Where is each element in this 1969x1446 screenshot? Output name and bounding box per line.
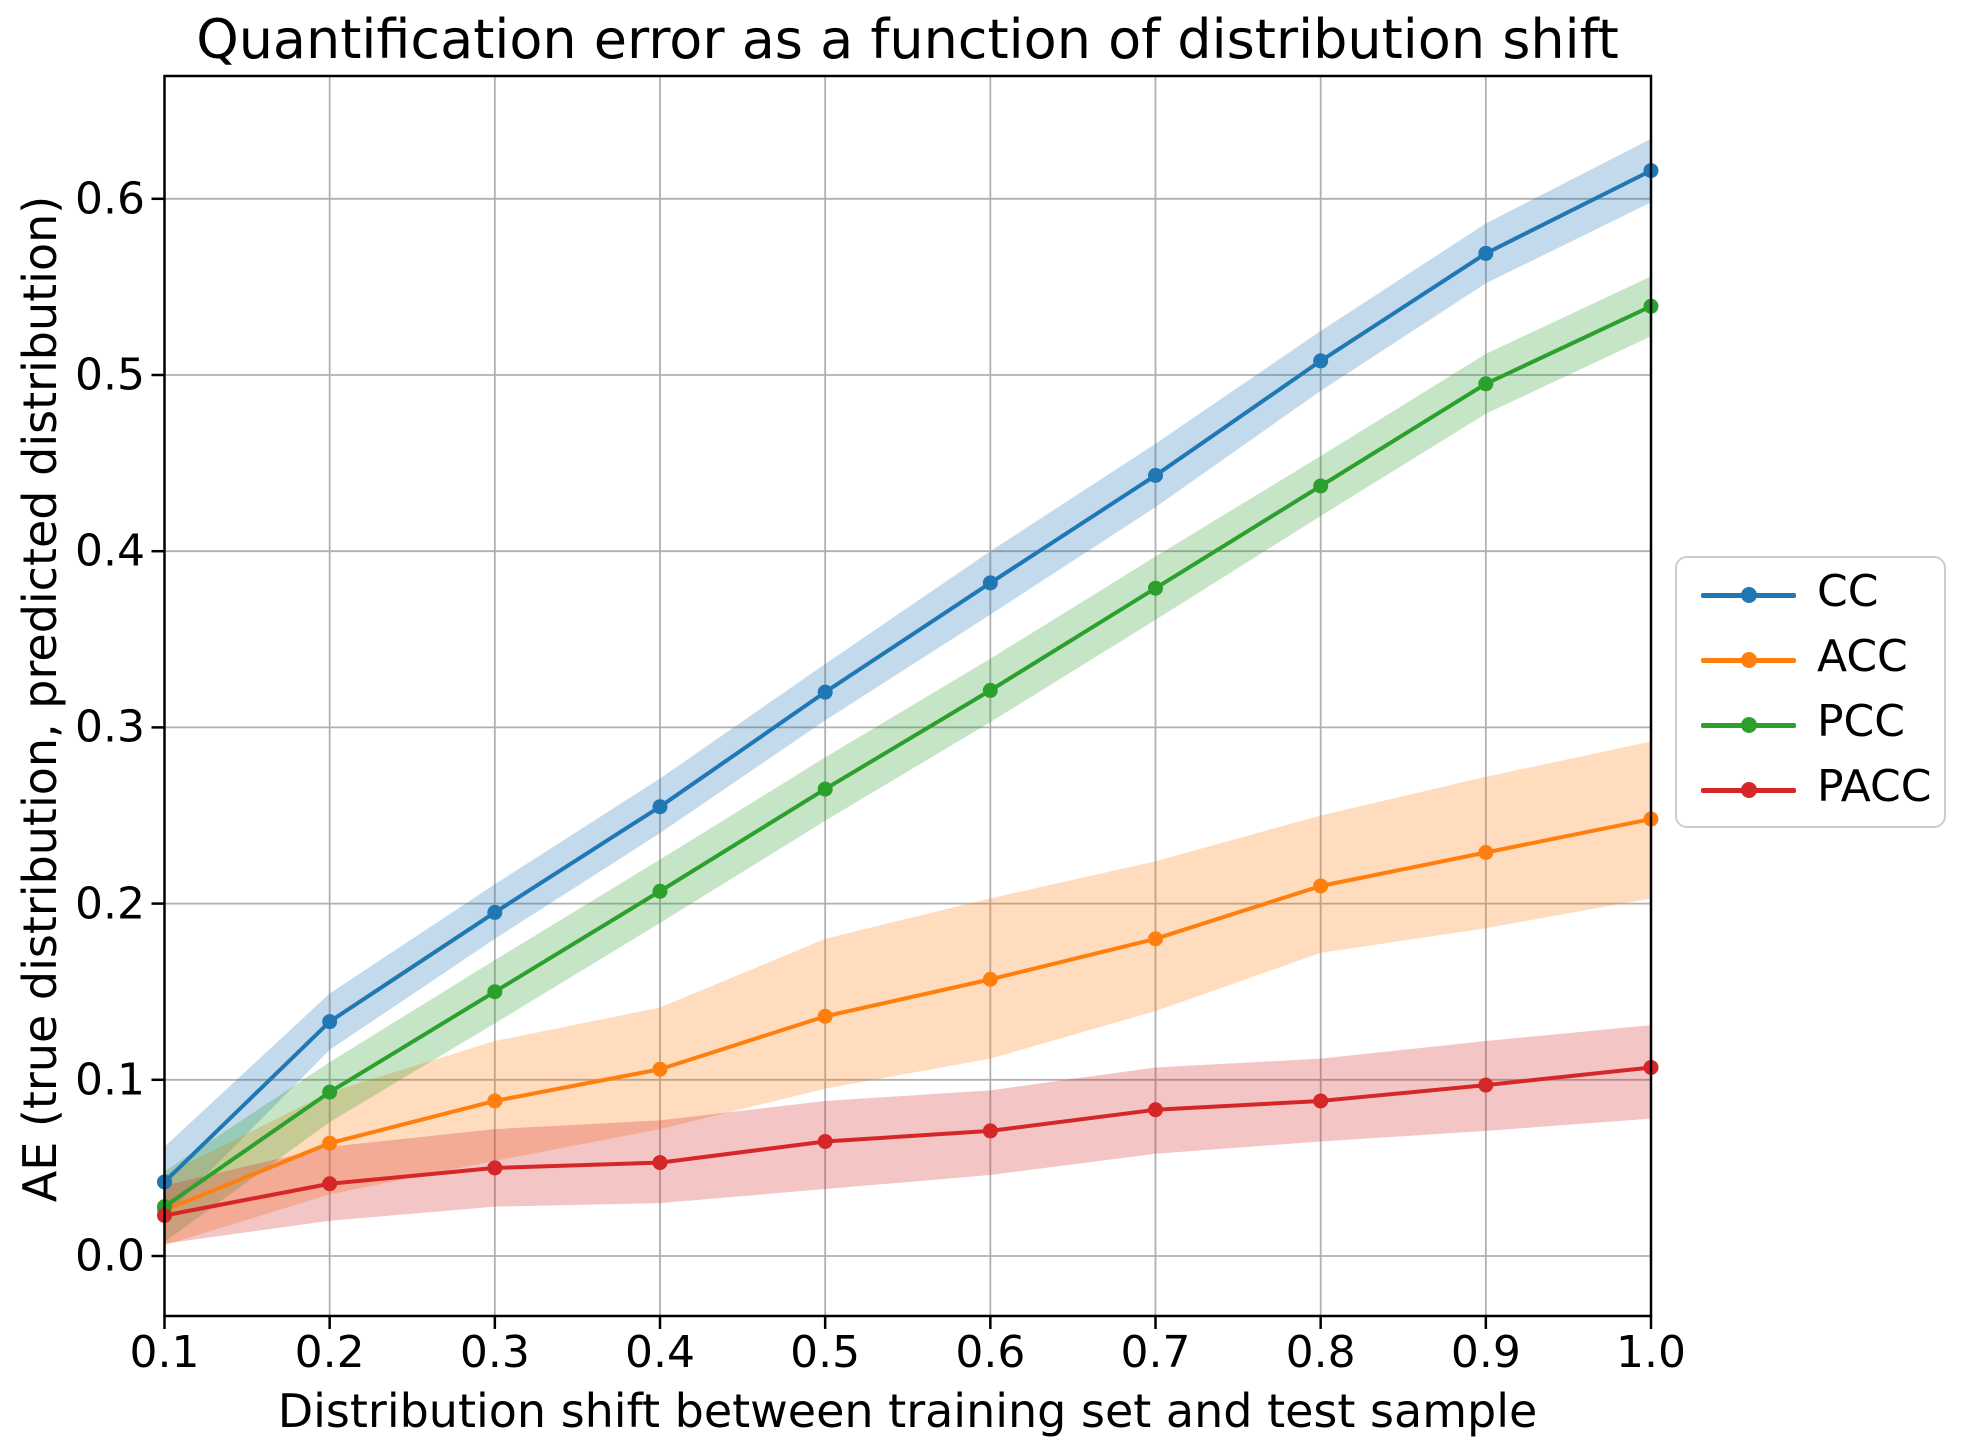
series-line-pcc: [162, 304, 1653, 1209]
data-point-cc: [982, 575, 998, 591]
x-tick-label-0.8: 0.8: [1285, 1327, 1356, 1378]
data-point-pacc: [1148, 1102, 1163, 1118]
y-tick-label-0.6: 0.6: [75, 173, 145, 225]
data-point-acc: [322, 1135, 338, 1151]
legend-marker-cc: [1741, 587, 1757, 603]
data-point-pacc: [652, 1155, 668, 1171]
legend-label-pcc: PCC: [1817, 696, 1905, 747]
data-point-acc: [487, 1093, 503, 1109]
plot-frame: [163, 74, 1653, 1318]
x-tick-label-0.2: 0.2: [294, 1327, 365, 1378]
y-tick-label-0.5: 0.5: [75, 349, 145, 401]
legend-marker-pcc: [1741, 717, 1757, 733]
y-tick-label-0.1: 0.1: [75, 1054, 145, 1106]
data-point-pacc: [322, 1176, 338, 1192]
confidence-band-pcc: [164, 276, 1651, 1242]
data-point-acc: [982, 971, 998, 987]
data-point-pcc: [817, 781, 833, 797]
y-tick-label-0.3: 0.3: [75, 701, 145, 753]
series-line-pacc: [162, 1065, 1653, 1218]
x-tick-label-0.1: 0.1: [129, 1327, 200, 1378]
data-point-pacc: [487, 1160, 503, 1176]
x-tick-label-0.3: 0.3: [459, 1327, 530, 1378]
legend-marker-pacc: [1741, 782, 1757, 798]
confidence-band-cc: [164, 138, 1651, 1218]
data-point-pacc: [1478, 1077, 1494, 1093]
data-point-acc: [652, 1061, 668, 1077]
data-point-cc: [1478, 245, 1494, 261]
data-point-pcc: [1148, 580, 1163, 596]
x-tick-label-1.0: 1.0: [1616, 1327, 1686, 1378]
data-point-pacc: [982, 1123, 998, 1139]
data-point-pcc: [982, 682, 998, 698]
data-point-acc: [817, 1008, 833, 1024]
data-point-pcc: [1478, 376, 1494, 392]
data-point-cc: [322, 1014, 338, 1030]
chart-title: Quantification error as a function of di…: [196, 8, 1619, 71]
data-point-acc: [1148, 931, 1163, 947]
legend-label-cc: CC: [1817, 566, 1879, 617]
data-point-cc: [487, 904, 503, 920]
data-point-pcc: [652, 883, 668, 899]
data-point-cc: [652, 799, 668, 815]
data-point-pcc: [487, 984, 503, 1000]
data-point-acc: [1478, 845, 1494, 861]
legend-label-pacc: PACC: [1817, 761, 1932, 812]
data-point-pacc: [1313, 1093, 1329, 1109]
legend-marker-acc: [1741, 652, 1757, 668]
data-point-cc: [1148, 467, 1163, 483]
data-point-pcc: [322, 1084, 338, 1100]
y-tick-label-0.0: 0.0: [75, 1230, 145, 1282]
x-tick-label-0.4: 0.4: [625, 1327, 695, 1378]
data-point-pcc: [1313, 478, 1329, 494]
legend: CC ACC PCC PACC: [1675, 556, 1946, 828]
x-tick-label-0.5: 0.5: [790, 1327, 861, 1378]
data-point-cc: [1313, 353, 1329, 369]
series-line-cc: [162, 168, 1653, 1184]
x-tick-label-0.9: 0.9: [1450, 1327, 1521, 1378]
y-tick-label-0.2: 0.2: [75, 878, 145, 930]
x-axis-label: Distribution shift between training set …: [277, 1384, 1538, 1438]
x-tick-label-0.7: 0.7: [1120, 1327, 1191, 1378]
x-tick-label-0.6: 0.6: [955, 1327, 1026, 1378]
data-point-pacc: [817, 1133, 833, 1149]
data-point-acc: [1313, 878, 1329, 894]
confidence-band-acc: [164, 741, 1651, 1246]
series-line-acc: [162, 817, 1653, 1213]
legend-label-acc: ACC: [1817, 631, 1908, 682]
y-tick-label-0.4: 0.4: [75, 525, 145, 577]
data-point-cc: [817, 684, 833, 700]
